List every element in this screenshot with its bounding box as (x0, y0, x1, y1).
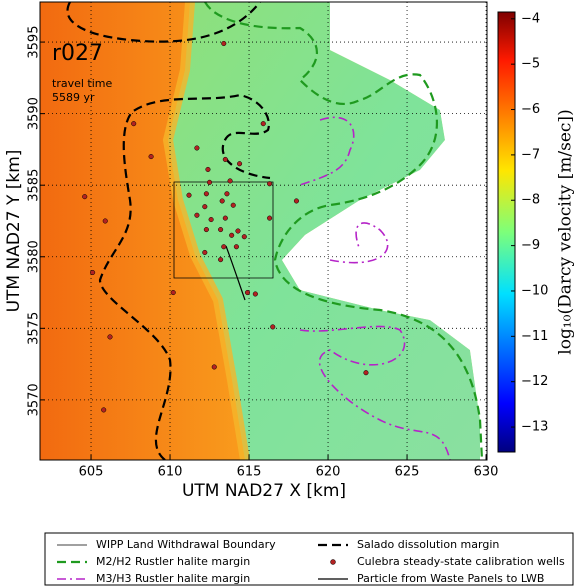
well-point (237, 161, 243, 167)
y-tick-label: 3580 (27, 240, 42, 273)
wells (82, 40, 369, 413)
colorbar-tick-label: −6 (521, 102, 540, 117)
legend-label: WIPP Land Withdrawal Boundary (96, 538, 276, 551)
y-tick-label: 3585 (27, 169, 42, 202)
x-tick-label: 620 (316, 465, 341, 480)
colorbar-tick-label: −8 (521, 193, 540, 208)
well-point (194, 212, 200, 218)
x-axis-label: UTM NAD27 X [km] (182, 481, 346, 501)
legend-label: Culebra steady-state calibration wells (357, 555, 565, 568)
series-line (204, 2, 484, 460)
well-point (229, 232, 235, 238)
well-point (186, 192, 192, 198)
well-point (218, 257, 224, 263)
well-point (82, 194, 88, 200)
well-point (244, 289, 251, 296)
well-point (211, 364, 217, 370)
well-point (293, 198, 299, 204)
y-tick-label: 3575 (27, 312, 42, 345)
well-point (206, 179, 213, 185)
well-point (102, 218, 108, 224)
well-point (233, 244, 239, 250)
travel-time: 5589 yr (52, 91, 95, 104)
well-point (227, 178, 233, 184)
well-point (194, 145, 200, 151)
x-tick-label: 610 (158, 465, 183, 480)
colorbar-tick-label: −11 (521, 329, 548, 344)
x-tick-label: 630 (474, 465, 499, 480)
colorbar-tick-label: −5 (521, 57, 540, 72)
well-point (101, 407, 107, 413)
series-line (299, 116, 451, 460)
well-point (218, 227, 224, 233)
series-line (66, 2, 261, 43)
well-point (222, 156, 228, 162)
colorbar (497, 11, 516, 453)
well-point (230, 202, 236, 208)
legend-items: WIPP Land Withdrawal Boundary M2/H2 Rustl… (57, 538, 565, 585)
well-point (202, 204, 208, 210)
plot-frame (39, 1, 488, 461)
series-line (98, 93, 271, 460)
travel-label: travel time (52, 77, 112, 90)
overlay-lines (66, 2, 484, 460)
well-point (205, 166, 211, 173)
well-point (203, 191, 209, 197)
well-point (252, 291, 258, 297)
well-point (267, 181, 273, 187)
colorbar-tick-label: −4 (521, 11, 540, 26)
legend-label: M2/H2 Rustler halite margin (96, 555, 250, 568)
colorbar-tick-label: −12 (521, 374, 548, 389)
well-point (235, 228, 241, 234)
field-transition (162, 2, 250, 460)
y-tick-label: 3595 (27, 26, 42, 59)
well-point (221, 244, 227, 250)
colorbar-tick-label: −7 (521, 147, 540, 162)
y-axis-label: UTM NAD27 Y [km] (4, 150, 24, 313)
well-point (131, 121, 137, 127)
series-line (173, 181, 274, 279)
well-point (107, 334, 113, 340)
series-line (225, 245, 246, 301)
legend (44, 532, 574, 586)
well-point (221, 40, 227, 47)
colorbar-tick-label: −10 (521, 283, 548, 298)
legend-label: Particle from Waste Panels to LWB (357, 572, 544, 585)
well-point (241, 234, 247, 240)
run-label: r027 (52, 41, 103, 66)
well-point (363, 370, 369, 376)
legend-marker (330, 559, 336, 565)
velocity-field (40, 2, 487, 460)
well-point (270, 324, 276, 330)
well-point (170, 289, 176, 296)
legend-label: Salado dissolution margin (357, 538, 499, 551)
y-tick-label: 3590 (27, 97, 42, 130)
legend-label: M3/H3 Rustler halite margin (96, 572, 250, 585)
well-point (222, 215, 228, 221)
x-tick-label: 615 (237, 465, 262, 480)
well-point (208, 217, 214, 223)
well-point (203, 227, 209, 233)
y-tick-label: 3570 (27, 383, 42, 416)
well-point (90, 269, 96, 276)
colorbar-label: log₁₀(Darcy velocity [m/sec]) (556, 109, 576, 354)
colorbar-tick-label: −9 (521, 238, 540, 253)
well-point (148, 154, 154, 160)
colorbar-tick-label: −13 (521, 420, 548, 435)
field-low (168, 2, 480, 460)
well-point (219, 198, 225, 204)
x-tick-label: 625 (395, 465, 420, 480)
x-tick-label: 605 (79, 465, 104, 480)
well-point (267, 215, 273, 221)
grid (40, 2, 487, 460)
inactive-area (282, 2, 487, 460)
well-point (202, 249, 208, 256)
well-point (224, 191, 230, 197)
well-point (260, 121, 266, 127)
